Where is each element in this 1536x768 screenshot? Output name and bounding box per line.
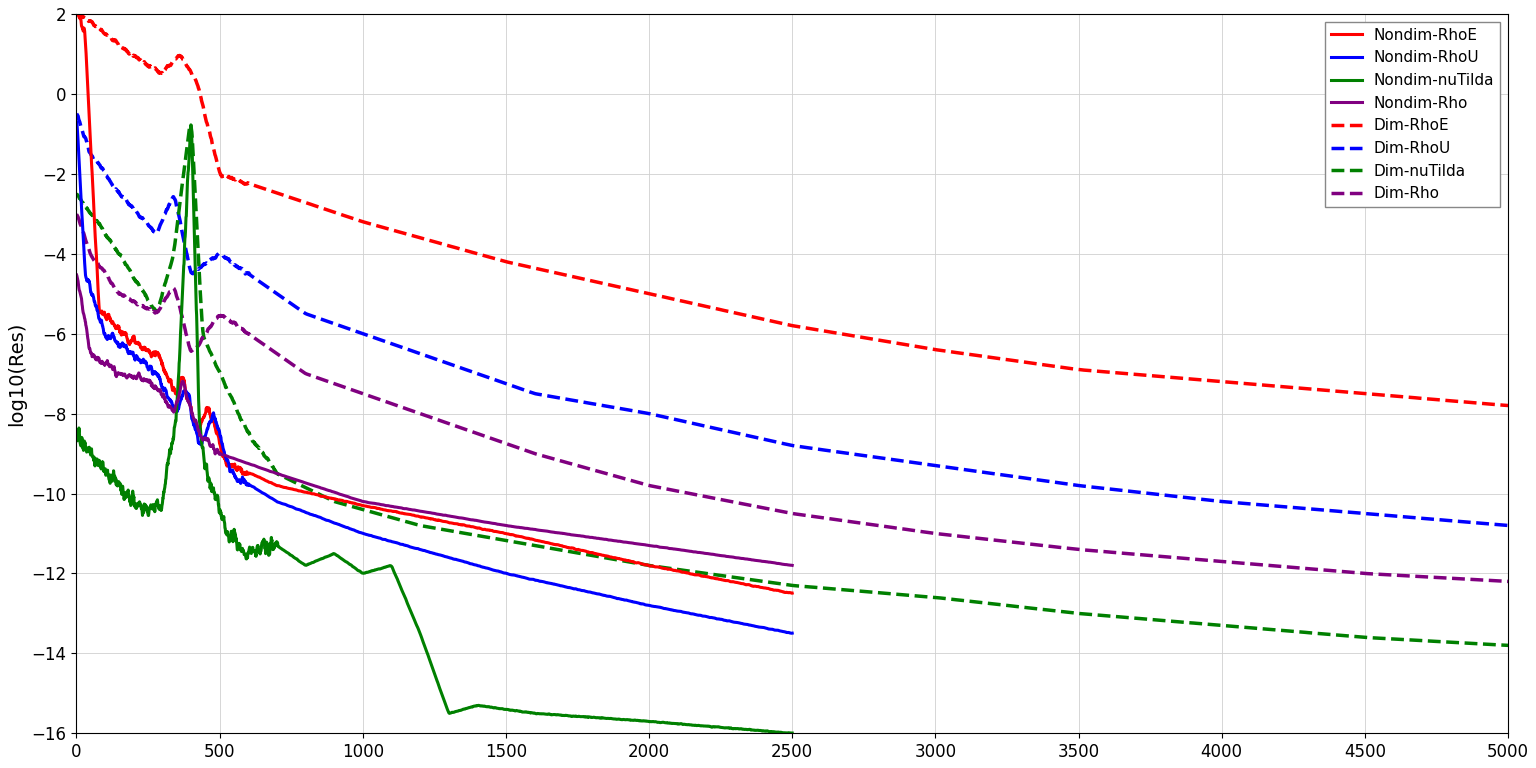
Dim-RhoU: [1499, 521, 1518, 530]
Line: Nondim-nuTilda: Nondim-nuTilda: [77, 125, 793, 733]
Dim-RhoU: [68, 109, 86, 118]
Dim-RhoU: [1244, 500, 1263, 509]
Dim-Rho: [614, 474, 633, 483]
Nondim-RhoU: [782, 629, 800, 638]
Nondim-Rho: [68, 270, 86, 280]
Y-axis label: log10(Res): log10(Res): [8, 322, 26, 425]
Dim-RhoU: [614, 405, 633, 414]
Line: Nondim-RhoU: Nondim-RhoU: [77, 122, 793, 634]
Nondim-Rho: [467, 516, 485, 525]
Dim-RhoE: [1135, 371, 1154, 380]
Dim-nuTilda: [327, 498, 346, 507]
Nondim-nuTilda: [679, 720, 697, 730]
Dim-nuTilda: [926, 593, 945, 602]
Dim-Rho: [68, 210, 86, 219]
Dim-RhoE: [614, 283, 633, 293]
Dim-Rho: [1244, 560, 1263, 569]
Dim-RhoE: [926, 345, 945, 354]
Line: Dim-nuTilda: Dim-nuTilda: [77, 124, 1508, 645]
Dim-RhoU: [327, 320, 346, 329]
Dim-RhoE: [1499, 401, 1518, 410]
Dim-nuTilda: [998, 601, 1017, 610]
Nondim-Rho: [679, 546, 697, 555]
Dim-RhoE: [998, 355, 1017, 364]
Nondim-RhoU: [467, 561, 485, 570]
Nondim-RhoE: [81, 153, 100, 162]
Nondim-RhoE: [68, 1, 86, 10]
Dim-RhoE: [1244, 379, 1263, 389]
Dim-RhoE: [68, 10, 86, 19]
Line: Nondim-RhoE: Nondim-RhoE: [77, 5, 793, 593]
Nondim-RhoE: [783, 588, 802, 598]
Dim-Rho: [926, 529, 945, 538]
Dim-nuTilda: [1244, 624, 1263, 633]
Dim-Rho: [1499, 577, 1518, 586]
Nondim-RhoU: [81, 289, 100, 298]
Nondim-Rho: [650, 542, 668, 551]
Dim-nuTilda: [68, 190, 86, 200]
Nondim-nuTilda: [68, 436, 86, 445]
Legend: Nondim-RhoE, Nondim-RhoU, Nondim-nuTilda, Nondim-Rho, Dim-RhoE, Dim-RhoU, Dim-nu: Nondim-RhoE, Nondim-RhoU, Nondim-nuTilda…: [1326, 22, 1501, 207]
Nondim-Rho: [707, 550, 725, 559]
Dim-nuTilda: [1499, 641, 1518, 650]
Dim-RhoE: [1499, 401, 1518, 410]
Nondim-Rho: [783, 561, 802, 570]
Nondim-RhoE: [650, 562, 668, 571]
Line: Dim-RhoU: Dim-RhoU: [77, 114, 1508, 525]
Dim-RhoU: [926, 461, 945, 470]
Nondim-nuTilda: [81, 445, 100, 455]
Nondim-RhoU: [68, 118, 86, 127]
Nondim-RhoU: [650, 603, 668, 612]
Dim-Rho: [1135, 551, 1154, 560]
Nondim-Rho: [81, 348, 100, 357]
Dim-nuTilda: [1499, 641, 1518, 650]
Nondim-RhoU: [679, 608, 697, 617]
Dim-RhoU: [998, 471, 1017, 480]
Nondim-RhoE: [707, 574, 725, 583]
Nondim-RhoE: [679, 568, 697, 578]
Nondim-nuTilda: [181, 121, 200, 130]
Dim-nuTilda: [1135, 614, 1154, 624]
Nondim-nuTilda: [467, 701, 485, 710]
Nondim-RhoE: [346, 498, 364, 508]
Nondim-nuTilda: [346, 563, 364, 572]
Dim-Rho: [998, 537, 1017, 546]
Line: Dim-RhoE: Dim-RhoE: [77, 14, 1508, 406]
Nondim-RhoE: [467, 523, 485, 532]
Nondim-nuTilda: [780, 729, 799, 738]
Dim-nuTilda: [614, 557, 633, 566]
Line: Dim-Rho: Dim-Rho: [77, 214, 1508, 581]
Nondim-nuTilda: [707, 722, 725, 731]
Dim-Rho: [327, 380, 346, 389]
Nondim-RhoE: [783, 588, 802, 598]
Dim-nuTilda: [181, 120, 200, 129]
Nondim-RhoU: [346, 525, 364, 535]
Nondim-nuTilda: [783, 728, 802, 737]
Dim-RhoE: [68, 9, 86, 18]
Dim-RhoU: [1135, 488, 1154, 498]
Nondim-nuTilda: [650, 718, 668, 727]
Line: Nondim-Rho: Nondim-Rho: [77, 275, 793, 565]
Nondim-RhoU: [707, 614, 725, 623]
Dim-RhoE: [327, 208, 346, 217]
Nondim-Rho: [346, 495, 364, 504]
Nondim-RhoU: [783, 628, 802, 637]
